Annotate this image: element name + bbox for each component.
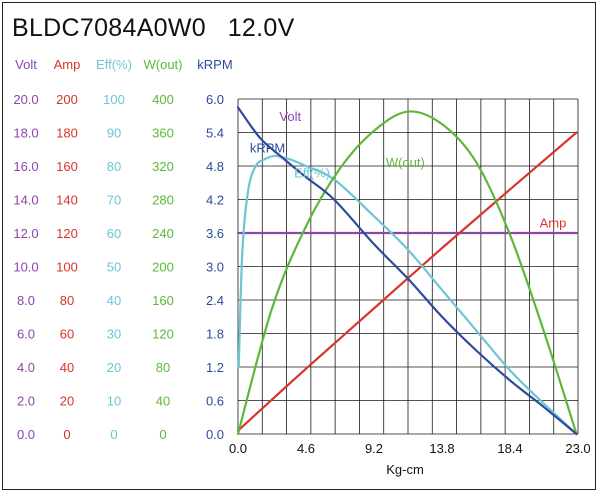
axis-tick-label: 140 (56, 193, 78, 208)
axis-tick-label: 3.6 (206, 226, 224, 241)
axis-header-0: Volt (15, 57, 37, 72)
x-tick-label: 9.2 (365, 441, 383, 456)
x-tick-label: 13.8 (429, 441, 454, 456)
axis-tick-label: 14.0 (13, 193, 38, 208)
axis-tick-label: 30 (107, 327, 121, 342)
axis-tick-label: 4.8 (206, 159, 224, 174)
axis-tick-label: 0 (159, 427, 166, 442)
series-annotation: Volt (279, 109, 301, 124)
axis-tick-label: 240 (152, 226, 174, 241)
axis-tick-label: 20.0 (13, 92, 38, 107)
axis-tick-label: 6.0 (206, 92, 224, 107)
axis-tick-label: 60 (107, 226, 121, 241)
axis-tick-label: 200 (152, 260, 174, 275)
axis-tick-label: 80 (60, 293, 74, 308)
axis-header-2: Eff(%) (96, 57, 132, 72)
axis-tick-label: 0.0 (17, 427, 35, 442)
axis-tick-label: 5.4 (206, 126, 224, 141)
annotations: Volt kRPM Eff(%) W(out) Amp (250, 109, 566, 231)
axis-tick-label: 2.0 (17, 394, 35, 409)
axis-tick-label: 2.4 (206, 293, 224, 308)
axis-tick-label: 20 (107, 360, 121, 375)
series-annotation: Eff(%) (294, 166, 330, 181)
x-tick-label: 18.4 (497, 441, 522, 456)
axis-tick-label: 16.0 (13, 159, 38, 174)
axis-tick-label: 160 (152, 293, 174, 308)
axis-tick-label: 3.0 (206, 260, 224, 275)
axis-tick-label: 80 (107, 159, 121, 174)
axis-tick-label: 90 (107, 126, 121, 141)
series-line-krpm (236, 106, 578, 436)
grid (237, 98, 579, 435)
axis-header-3: W(out) (144, 57, 183, 72)
axis-tick-label: 10.0 (13, 260, 38, 275)
axis-tick-label: 20 (60, 394, 74, 409)
series-line-wout (236, 110, 578, 436)
series-annotation: Amp (540, 215, 567, 230)
axis-tick-label: 160 (56, 159, 78, 174)
axis-tick-label: 6.0 (17, 327, 35, 342)
axis-tick-label: 320 (152, 159, 174, 174)
axis-tick-label: 4.0 (17, 360, 35, 375)
axis-tick-label: 50 (107, 260, 121, 275)
chart-frame (2, 2, 596, 490)
axis-tick-label: 12.0 (13, 226, 38, 241)
axis-tick-label: 40 (107, 293, 121, 308)
axis-tick-label: 80 (156, 360, 170, 375)
axis-tick-label: 18.0 (13, 126, 38, 141)
axis-tick-label: 0 (110, 427, 117, 442)
x-tick-label: 23.0 (565, 441, 590, 456)
axis-tick-label: 10 (107, 394, 121, 409)
x-tick-label: 0.0 (229, 441, 247, 456)
axis-tick-label: 120 (56, 226, 78, 241)
series-annotation: kRPM (250, 141, 285, 156)
x-tick-label: 4.6 (297, 441, 315, 456)
axis-tick-label: 1.8 (206, 327, 224, 342)
axes: Volt 0.0 2.0 4.0 6.0 8.0 10.0 12.0 14.0 16.0 18.0 2… (13, 57, 590, 477)
axis-tick-label: 1.2 (206, 360, 224, 375)
axis-tick-label: 200 (56, 92, 78, 107)
axis-header-4: kRPM (197, 57, 232, 72)
axis-tick-label: 70 (107, 193, 121, 208)
chart-title: BLDC7084A0W0 12.0V (12, 14, 295, 42)
axis-tick-label: 60 (60, 327, 74, 342)
x-axis-label: Kg-cm (386, 462, 424, 477)
axis-tick-label: 360 (152, 126, 174, 141)
axis-tick-label: 8.0 (17, 293, 35, 308)
axis-tick-label: 40 (156, 394, 170, 409)
series (236, 106, 578, 436)
axis-header-1: Amp (54, 57, 81, 72)
axis-tick-label: 100 (56, 260, 78, 275)
axis-tick-label: 0.0 (206, 427, 224, 442)
axis-tick-label: 400 (152, 92, 174, 107)
series-annotation: W(out) (386, 155, 425, 170)
axis-tick-label: 4.2 (206, 193, 224, 208)
axis-tick-label: 120 (152, 327, 174, 342)
axis-tick-label: 280 (152, 193, 174, 208)
axis-tick-label: 0.6 (206, 394, 224, 409)
axis-tick-label: 40 (60, 360, 74, 375)
axis-tick-label: 0 (63, 427, 70, 442)
series-line-eff (237, 154, 578, 436)
axis-tick-label: 180 (56, 126, 78, 141)
axis-tick-label: 100 (103, 92, 125, 107)
